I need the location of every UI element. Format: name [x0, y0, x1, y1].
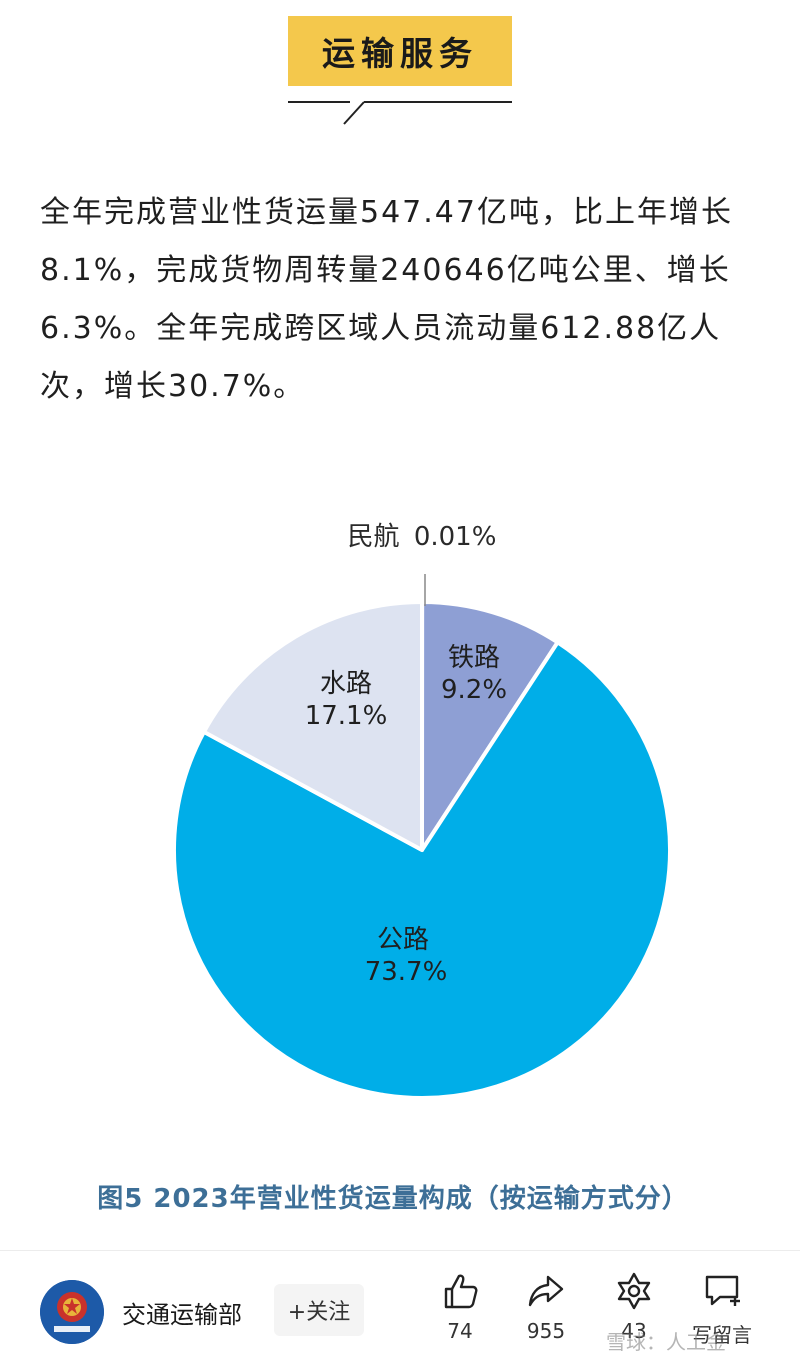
collect-button[interactable]: 43: [594, 1271, 674, 1343]
article-paragraph: 全年完成营业性货运量547.47亿吨，比上年增长8.1%，完成货物周转量2406…: [40, 195, 733, 404]
comment-label: 写留言: [692, 1323, 752, 1347]
slice-name-tielu: 铁路: [448, 643, 500, 673]
section-title: 运输服务: [322, 34, 478, 73]
pie-slice-tielu: [420, 600, 560, 852]
account-name[interactable]: 交通运输部: [122, 1301, 242, 1329]
pie-slice-gonglu: [172, 640, 672, 1100]
share-count: 955: [526, 1319, 566, 1343]
chart-caption: 图5 2023年营业性货运量构成（按运输方式分）: [97, 1184, 689, 1214]
slice-name-minhang: 民航: [348, 522, 400, 552]
section-title-banner: 运输服务: [288, 16, 512, 86]
like-count: 74: [447, 1319, 473, 1343]
pie-chart: 民航 0.01% 铁路 9.2% 水路 17.1% 公路 73.7%: [172, 522, 672, 1100]
slice-value-shuilu: 17.1%: [305, 701, 388, 731]
collect-count: 43: [621, 1319, 647, 1343]
share-button[interactable]: 955: [506, 1271, 586, 1343]
star-burst-icon: [617, 1272, 651, 1310]
slice-value-minhang: 0.01%: [414, 522, 497, 552]
emblem-icon: [40, 1280, 104, 1344]
bottom-action-bar: 交通运输部 +关注 74 955 43 写留言 雪球：人工金: [0, 1251, 800, 1370]
pie-slice-shuilu: [201, 600, 424, 852]
follow-button[interactable]: +关注: [274, 1284, 364, 1336]
share-arrow-icon: [528, 1275, 564, 1307]
account-avatar[interactable]: [40, 1280, 104, 1344]
slice-label-minhang: 民航 0.01%: [348, 522, 497, 552]
like-button[interactable]: 74: [420, 1271, 500, 1343]
watermark: 雪球：人工金: [606, 1330, 726, 1354]
bottom-divider: [0, 1250, 800, 1251]
slice-name-gonglu: 公路: [377, 925, 429, 955]
thumbs-up-icon: [444, 1274, 478, 1309]
comment-button[interactable]: 写留言: [682, 1271, 762, 1348]
slice-value-tielu: 9.2%: [441, 675, 507, 705]
slice-value-gonglu: 73.7%: [365, 957, 448, 987]
comment-add-icon: [705, 1275, 740, 1306]
banner-decoration: [288, 101, 512, 125]
slice-name-shuilu: 水路: [320, 669, 372, 699]
